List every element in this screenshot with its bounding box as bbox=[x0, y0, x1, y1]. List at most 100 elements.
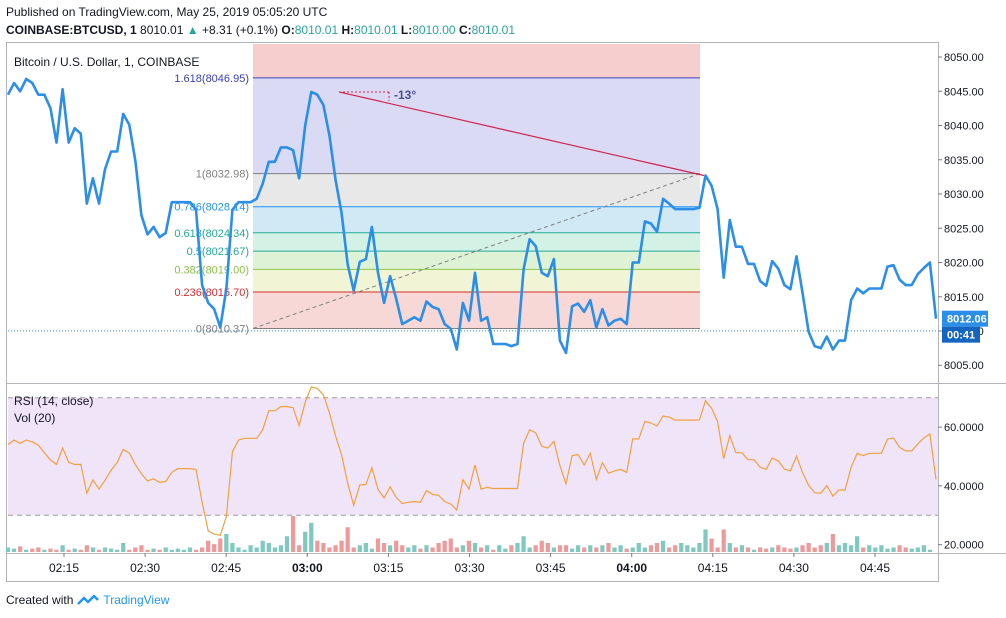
volume-bar bbox=[24, 549, 29, 552]
volume-bar bbox=[509, 545, 514, 552]
tradingview-brand[interactable]: TradingView bbox=[103, 593, 170, 607]
volume-bar bbox=[491, 549, 496, 552]
fib-zone bbox=[253, 44, 700, 78]
fib-zone bbox=[253, 173, 700, 207]
symbol-ohlc-bar: COINBASE:BTCUSD, 1 8010.01 ▲ +8.31 (+0.1… bbox=[6, 23, 515, 37]
volume-bar bbox=[60, 545, 65, 552]
chart-title: Bitcoin / U.S. Dollar, 1, COINBASE bbox=[14, 55, 199, 69]
volume-bar bbox=[187, 547, 193, 552]
volume-bar bbox=[206, 540, 211, 552]
current-price-label: 8012.06 bbox=[947, 314, 987, 326]
volume-bar bbox=[218, 538, 223, 552]
volume-bar bbox=[406, 547, 411, 552]
tradingview-logo-icon bbox=[77, 594, 100, 605]
volume-bar bbox=[72, 548, 77, 552]
volume-bar bbox=[691, 547, 696, 552]
volume-bar bbox=[636, 543, 641, 552]
volume-bar bbox=[770, 547, 775, 552]
volume-bar bbox=[891, 547, 896, 552]
volume-bar bbox=[394, 540, 399, 552]
volume-bar bbox=[42, 549, 47, 552]
volume-bar bbox=[818, 545, 823, 552]
volume-bar bbox=[739, 545, 745, 552]
volume-title: Vol (20) bbox=[14, 411, 55, 425]
fib-level-label: 0(8010.37) bbox=[196, 323, 249, 335]
price-line bbox=[6, 77, 938, 355]
high-label: H: bbox=[341, 23, 355, 37]
volume-bar bbox=[915, 547, 920, 552]
volume-bar bbox=[679, 543, 684, 552]
fib-retracement[interactable]: 1.618(8046.95)1(8032.98)0.786(8028.14)0.… bbox=[174, 44, 705, 335]
volume-bar bbox=[673, 545, 678, 552]
time-tick-label: 04:00 bbox=[616, 561, 647, 575]
price-tick-label: 8030.00 bbox=[944, 189, 984, 201]
volume-bar bbox=[745, 547, 751, 552]
volume-bar bbox=[193, 549, 199, 552]
volume-bar bbox=[78, 549, 83, 552]
volume-bar bbox=[806, 543, 811, 552]
fib-level-label: 0.236(8015.70) bbox=[174, 287, 249, 299]
current-price-badge bbox=[942, 310, 988, 327]
volume-bar bbox=[424, 545, 429, 552]
volume-bar bbox=[351, 547, 356, 552]
volume-bar bbox=[800, 545, 805, 552]
rsi-title: RSI (14, close) bbox=[14, 394, 93, 408]
fib-level-label: 0.618(8024.34) bbox=[174, 228, 249, 240]
volume-bar bbox=[600, 545, 605, 552]
low-value: 8010.00 bbox=[412, 23, 456, 37]
time-tick-label: 03:30 bbox=[454, 561, 484, 575]
high-value: 8010.01 bbox=[354, 23, 398, 37]
volume-bar bbox=[381, 543, 387, 552]
rsi-series bbox=[7, 386, 937, 536]
price-tick-label: 8045.00 bbox=[944, 86, 984, 98]
volume-bar bbox=[163, 547, 168, 552]
volume-bar bbox=[115, 549, 120, 552]
volume-bar bbox=[254, 547, 259, 552]
fib-zone bbox=[253, 251, 700, 270]
trend-angle-line bbox=[338, 91, 705, 177]
price-series bbox=[6, 77, 938, 355]
volume-bar bbox=[363, 543, 368, 552]
volume-bar bbox=[369, 548, 375, 552]
volume-bar bbox=[278, 545, 284, 552]
volume-bar bbox=[454, 547, 459, 552]
volume-bar bbox=[497, 545, 502, 552]
price-tick-label: 8050.00 bbox=[944, 52, 984, 64]
volume-bar bbox=[667, 547, 672, 552]
volume-bar bbox=[66, 549, 71, 552]
volume-bar bbox=[357, 545, 362, 552]
volume-bar bbox=[266, 543, 271, 552]
volume-bar bbox=[121, 543, 126, 552]
price-change: +8.31 (+0.1%) bbox=[202, 23, 279, 37]
volume-bar bbox=[11, 548, 17, 552]
time-tick-label: 03:45 bbox=[536, 561, 566, 575]
volume-bar bbox=[96, 549, 102, 552]
axes: 8005.008010.008015.008020.008025.008030.… bbox=[49, 52, 988, 575]
rsi-tick-label: 40.0000 bbox=[944, 481, 984, 493]
volume-bar bbox=[751, 549, 757, 552]
volume-bar bbox=[830, 534, 836, 552]
volume-bar bbox=[345, 527, 350, 552]
volume-bar bbox=[84, 545, 89, 552]
volume-bars bbox=[5, 516, 933, 552]
rsi-line bbox=[7, 386, 937, 536]
rsi-tick-label: 60.0000 bbox=[944, 422, 984, 434]
time-tick-label: 02:15 bbox=[49, 561, 79, 575]
rsi-band bbox=[8, 397, 938, 516]
volume-bar bbox=[48, 548, 53, 552]
trend-angle-label: -13° bbox=[394, 88, 416, 102]
volume-bar bbox=[727, 543, 732, 552]
price-tick-label: 8040.00 bbox=[944, 121, 984, 133]
volume-bar bbox=[236, 547, 241, 552]
volume-bar bbox=[654, 543, 660, 552]
footer: Created with TradingView bbox=[6, 593, 169, 607]
volume-bar bbox=[284, 536, 290, 552]
volume-bar bbox=[339, 540, 344, 552]
volume-bar bbox=[400, 545, 405, 552]
price-tick-label: 8020.00 bbox=[944, 258, 984, 270]
created-with-text: Created with bbox=[6, 593, 74, 607]
volume-bar bbox=[648, 545, 654, 552]
rsi-band-fill bbox=[8, 397, 938, 516]
volume-bar bbox=[909, 548, 914, 552]
